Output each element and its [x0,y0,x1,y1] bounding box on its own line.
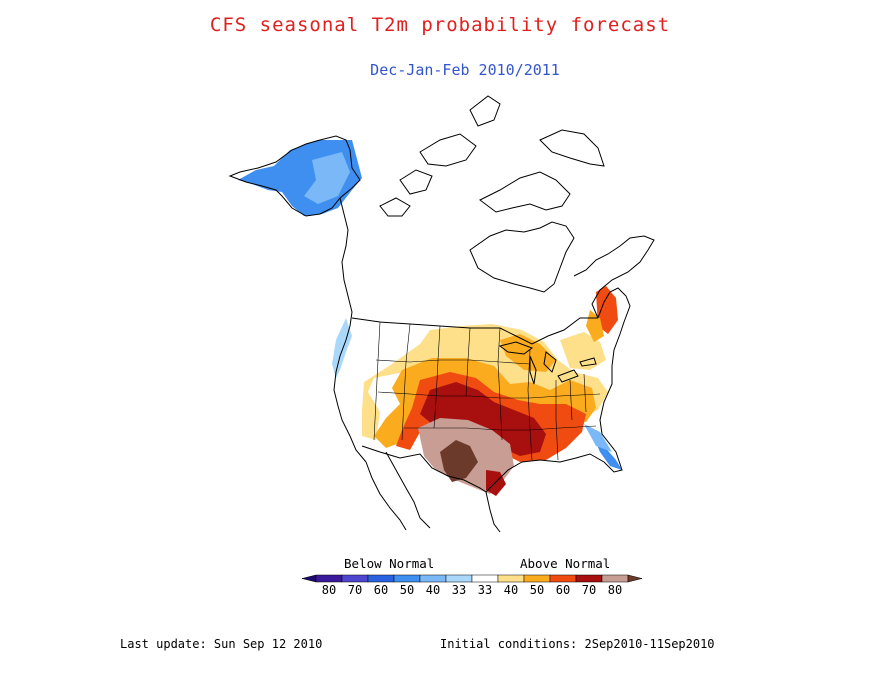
legend-tick-label: 40 [426,583,440,597]
alaska-coastline [228,135,361,217]
legend-swatch [419,574,447,583]
coastlines-and-borders [228,95,655,533]
legend-high-arrow [627,574,643,583]
lake-michigan [529,355,537,385]
map-subtitle: Dec-Jan-Feb 2010/2011 [370,61,560,79]
us-mexico-border [361,445,487,493]
legend-tick-label: 70 [348,583,362,597]
great-lakes-orange [500,334,556,372]
legend-color-bar: 80 70 60 50 40 33 33 40 50 60 70 80 [301,574,643,597]
arctic-island-2 [469,95,501,127]
legend-swatch [315,574,343,583]
southern-dark-red-area [420,382,546,456]
legend-swatch [445,574,473,583]
legend-swatch [601,574,629,583]
legend-swatch [341,574,369,583]
legend-tick-label: 70 [582,583,596,597]
gulf-coast [485,287,631,493]
west-texas-brown-area [440,440,478,482]
legend-swatch [393,574,421,583]
alaska-light-blue [304,152,350,204]
greenland-edge [539,129,605,167]
legend-swatch [523,574,551,583]
arctic-island-4 [379,197,411,217]
mexico-east-coast [485,491,501,533]
initial-conditions-text: Initial conditions: 2Sep2010-11Sep2010 [440,637,715,651]
baffin-island [479,171,571,213]
state-boundaries [373,321,601,461]
legend-swatch [549,574,577,583]
legend-tick-label: 80 [608,583,622,597]
arctic-island-1 [419,133,477,167]
lake-ontario [579,357,597,367]
legend-tick-label: 50 [400,583,414,597]
mexico-west-coast [385,451,431,529]
last-update-text: Last update: Sun Sep 12 2010 [120,637,323,651]
us-canada-border [351,317,598,345]
baja-coast [365,461,407,531]
legend-below-normal-label: Below Normal [344,556,435,571]
legend-tick-label: 33 [452,583,466,597]
new-england-red [596,286,618,334]
legend-above-normal-label: Above Normal [520,556,611,571]
lake-huron [543,351,557,373]
florida-light-blue [584,424,612,452]
legend-swatch [367,574,395,583]
legend-swatch [575,574,603,583]
probability-shading [238,140,622,496]
arctic-island-3 [399,169,433,195]
legend-tick-label: 60 [374,583,388,597]
map-title: CFS seasonal T2m probability forecast [209,14,671,36]
hudson-bay [469,221,575,293]
west-coast-below-normal [332,318,352,378]
us-west-coast [333,325,367,463]
lake-superior [498,341,534,355]
legend-swatch [497,574,525,583]
legend-tick-label: 40 [504,583,518,597]
legend-tick-label: 80 [322,583,336,597]
legend-tick-label: 60 [556,583,570,597]
canada-east-coast [573,235,655,319]
legend-tick-label: 33 [478,583,492,597]
legend-low-arrow [301,574,317,583]
lake-erie [557,369,579,383]
alaska-panhandle [339,197,353,327]
legend-swatch [471,574,499,583]
legend-tick-label: 50 [530,583,544,597]
